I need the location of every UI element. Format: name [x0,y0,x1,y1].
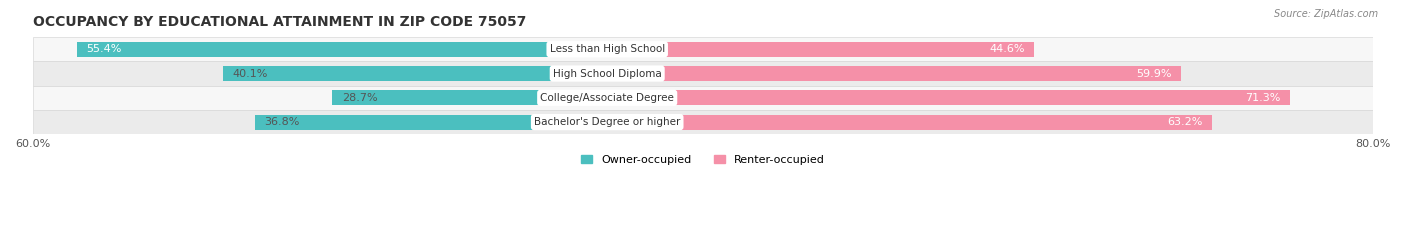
Text: Bachelor's Degree or higher: Bachelor's Degree or higher [534,117,681,127]
Text: 59.9%: 59.9% [1136,69,1171,79]
Text: 28.7%: 28.7% [342,93,378,103]
Text: 36.8%: 36.8% [264,117,299,127]
Text: 44.6%: 44.6% [990,44,1025,54]
Text: 71.3%: 71.3% [1246,93,1281,103]
Text: 55.4%: 55.4% [86,44,122,54]
Bar [607,42,1035,57]
Text: Source: ZipAtlas.com: Source: ZipAtlas.com [1274,9,1378,19]
Bar [32,110,1374,134]
Bar [32,86,1374,110]
Bar [32,37,1374,61]
Text: OCCUPANCY BY EDUCATIONAL ATTAINMENT IN ZIP CODE 75057: OCCUPANCY BY EDUCATIONAL ATTAINMENT IN Z… [32,15,526,29]
Bar [607,115,1212,130]
Bar [254,115,607,130]
Text: Less than High School: Less than High School [550,44,665,54]
Text: 63.2%: 63.2% [1167,117,1204,127]
Legend: Owner-occupied, Renter-occupied: Owner-occupied, Renter-occupied [576,151,830,169]
Bar [77,42,607,57]
Bar [607,90,1289,105]
Bar [607,66,1181,81]
Bar [332,90,607,105]
Bar [32,61,1374,86]
Text: High School Diploma: High School Diploma [553,69,662,79]
Text: College/Associate Degree: College/Associate Degree [540,93,673,103]
Bar [224,66,607,81]
Text: 40.1%: 40.1% [233,69,269,79]
